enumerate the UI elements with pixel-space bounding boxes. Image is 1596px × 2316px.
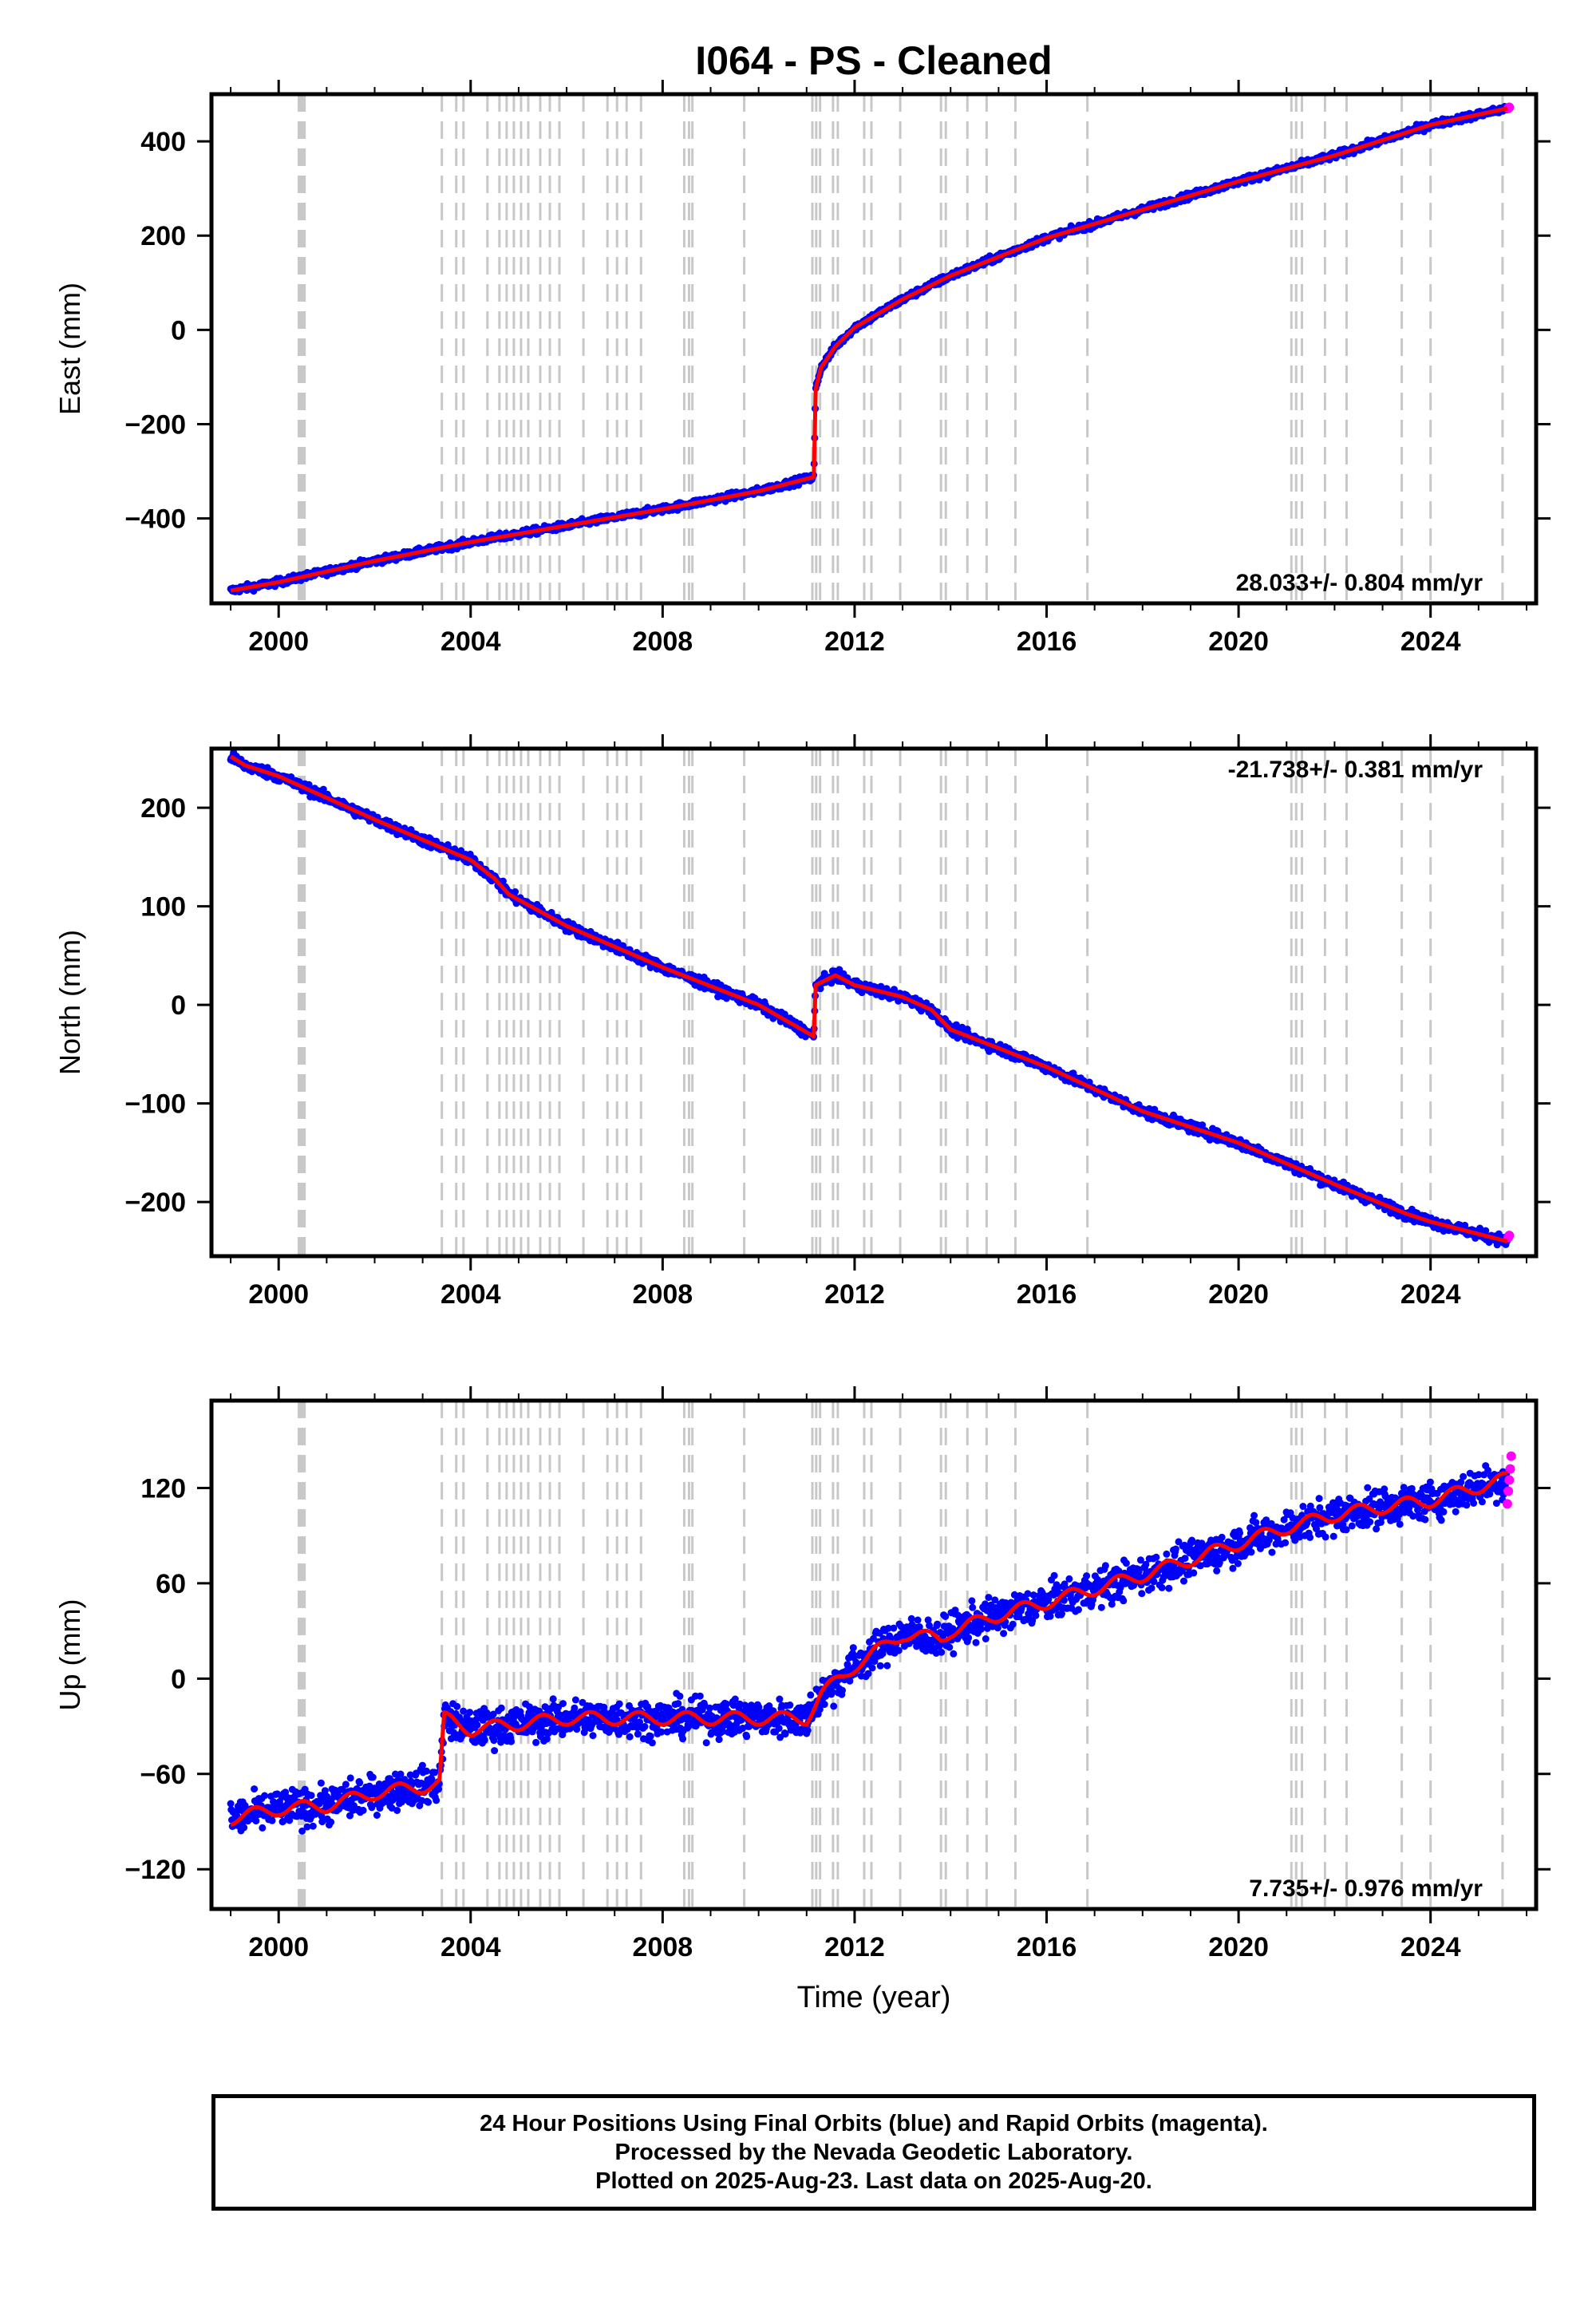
plot-area — [227, 1401, 1516, 1909]
panel-north: 2000 2004 2008 2012 2016 2020 2024 −200 −100 0 100… — [53, 734, 1551, 1310]
data-point — [227, 1800, 235, 1808]
data-point — [327, 1818, 335, 1826]
y-tick-label: 100 — [140, 892, 186, 923]
x-tick-label: 2012 — [824, 1279, 885, 1310]
x-tick-label: 2000 — [248, 626, 309, 657]
x-tick-label: 2008 — [633, 1279, 693, 1310]
rate-label: 28.033+/- 0.804 mm/yr — [1236, 570, 1483, 596]
panel-up: 2000 2004 2008 2012 2016 2020 2024−120−6006012… — [53, 1386, 1551, 1962]
data-point — [261, 1792, 269, 1800]
x-tick-label: 2024 — [1400, 626, 1461, 657]
data-point — [307, 1792, 315, 1800]
data-point — [259, 1824, 267, 1832]
x-tick-label: 2004 — [440, 1279, 501, 1310]
y-tick-label: 400 — [140, 127, 186, 157]
x-tick-label: 2012 — [824, 626, 885, 657]
y-tick-label: 200 — [140, 793, 186, 824]
y-axis-label: East (mm) — [53, 283, 86, 415]
model-fit-line — [229, 754, 1509, 1243]
y-axis-label: North (mm) — [53, 930, 86, 1075]
rate-label: -21.738+/- 0.381 mm/yr — [1228, 757, 1483, 783]
y-tick-label: 200 — [140, 221, 186, 251]
x-tick-label: 2004 — [440, 626, 501, 657]
data-point — [356, 1779, 364, 1787]
data-point — [309, 1822, 317, 1830]
y-tick-label: −100 — [124, 1089, 186, 1120]
data-point — [286, 1816, 294, 1824]
final-orbit-points — [227, 1462, 1511, 1835]
x-tick-label: 2016 — [1017, 626, 1077, 657]
y-tick-label: −400 — [124, 504, 186, 535]
final-orbit-points — [227, 749, 1511, 1249]
x-tick-label: 2016 — [1017, 1279, 1077, 1310]
data-point — [251, 1785, 259, 1793]
x-tick-label: 2020 — [1208, 1279, 1269, 1310]
event-lines — [297, 94, 1504, 603]
final-orbit-points — [227, 102, 1511, 596]
y-tick-label: 0 — [171, 990, 186, 1021]
panel-east: 2000 2004 2008 2012 2016 2020 2024 −400 −200 0 200… — [53, 80, 1551, 657]
plot-area — [227, 94, 1515, 603]
y-tick-label: 0 — [171, 315, 186, 346]
rapid-data-point — [1504, 1231, 1515, 1241]
event-lines — [297, 1401, 1504, 1909]
data-point — [342, 1780, 350, 1788]
data-point — [317, 1779, 325, 1787]
x-tick-label: 2000 — [248, 1279, 309, 1310]
y-tick-label: −200 — [124, 410, 186, 441]
y-tick-label: −200 — [124, 1188, 186, 1218]
x-tick-label: 2020 — [1208, 626, 1269, 657]
data-point — [268, 1816, 276, 1824]
plot-area — [227, 749, 1515, 1256]
model-fit-line — [229, 106, 1509, 593]
panel-frame — [209, 92, 1539, 606]
x-tick-label: 2024 — [1400, 1279, 1461, 1310]
data-point — [346, 1774, 354, 1782]
data-point — [359, 1806, 367, 1814]
data-point — [240, 1824, 248, 1832]
x-tick-label: 2008 — [633, 626, 693, 657]
